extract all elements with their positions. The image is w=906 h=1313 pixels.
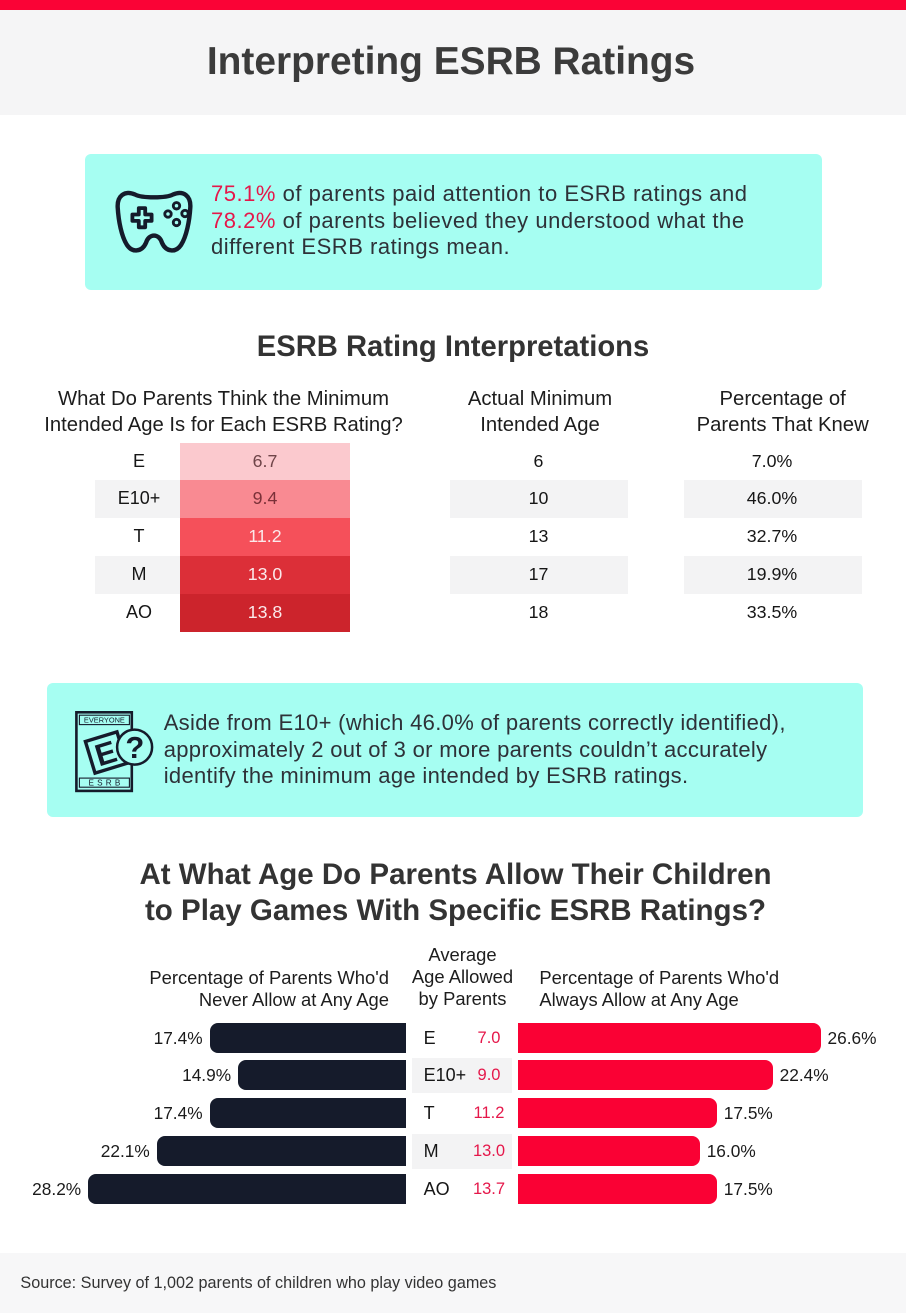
svg-text:EVERYONE: EVERYONE: [83, 715, 124, 724]
svg-text:?: ?: [125, 730, 144, 765]
svg-text:E: E: [90, 733, 120, 773]
svg-text:ESRB: ESRB: [88, 778, 123, 787]
